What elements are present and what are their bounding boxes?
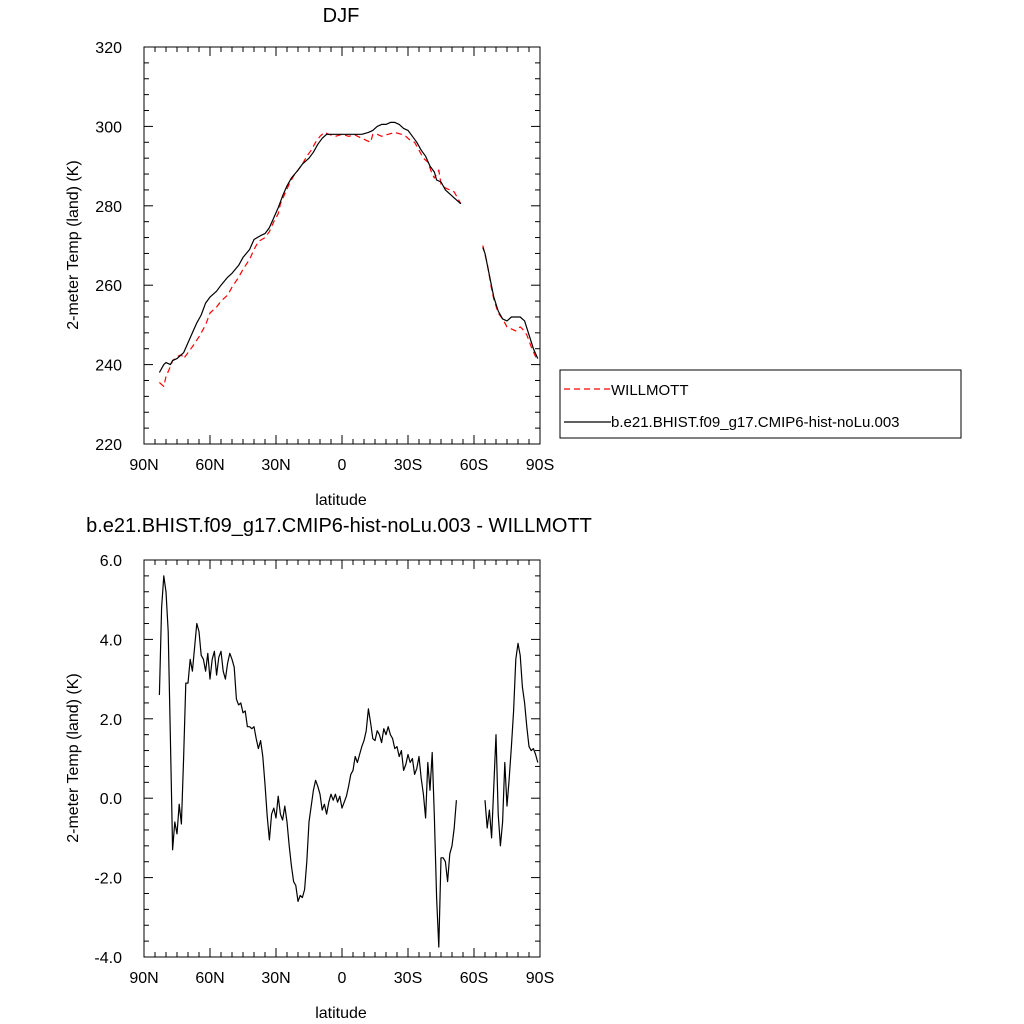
plot-frame: [143, 46, 541, 445]
x-tick-label: 30N: [261, 457, 290, 474]
series-lines: [158, 121, 539, 387]
legend-box: [559, 369, 962, 439]
x-axis-label: latitude: [315, 1005, 367, 1022]
legend-label-willmott: WILLMOTT: [611, 382, 689, 399]
series-line-1: [482, 247, 539, 359]
series-lines: [158, 575, 539, 948]
y-tick-label: 280: [95, 199, 122, 216]
series-line-0: [484, 642, 539, 847]
series-line-0: [158, 575, 457, 948]
x-axis-label: latitude: [315, 492, 367, 509]
chart-title: DJF: [323, 5, 360, 27]
x-tick-label: 0: [338, 970, 347, 987]
series-line-1: [158, 121, 462, 373]
legend-label-model: b.e21.BHIST.f09_g17.CMIP6-hist-noLu.003: [611, 414, 900, 431]
y-tick-label: 300: [95, 119, 122, 136]
x-tick-label: 90N: [129, 970, 158, 987]
legend: WILLMOTT b.e21.BHIST.f09_g17.CMIP6-hist-…: [559, 369, 962, 439]
x-tick-label: 30S: [394, 457, 422, 474]
x-tick-label: 60N: [195, 970, 224, 987]
y-tick-label: 320: [95, 40, 122, 57]
y-tick-label: 220: [95, 437, 122, 454]
y-tick-label: -4.0: [94, 950, 122, 967]
y-axis-label: 2-meter Temp (land) (K): [65, 160, 82, 330]
y-tick-label: -2.0: [94, 871, 122, 888]
y-tick-label: 6.0: [100, 553, 122, 570]
axis-ticks: 90N 60N 30N 0 30S 60S 90S -4.0 -2.0 0.0 2.0 4.0 6.0: [94, 553, 554, 987]
series-line-0: [482, 245, 539, 361]
y-tick-label: 260: [95, 278, 122, 295]
x-tick-label: 60N: [195, 457, 224, 474]
djf-temperature-panel: DJF 90N 60N 30N 0 30S 60S 90S 220 240 260 280 300 32…: [65, 5, 962, 509]
y-axis-label: 2-meter Temp (land) (K): [65, 673, 82, 843]
difference-panel: b.e21.BHIST.f09_g17.CMIP6-hist-noLu.003 …: [65, 515, 592, 1022]
x-tick-label: 30S: [394, 970, 422, 987]
x-tick-label: 0: [338, 457, 347, 474]
y-tick-label: 2.0: [100, 712, 122, 729]
x-tick-label: 60S: [460, 970, 488, 987]
y-tick-label: 0.0: [100, 791, 122, 808]
x-tick-label: 90S: [526, 970, 554, 987]
chart-title: b.e21.BHIST.f09_g17.CMIP6-hist-noLu.003 …: [86, 515, 592, 537]
axis-ticks: 90N 60N 30N 0 30S 60S 90S 220 240 260 280 300 320: [95, 40, 554, 474]
x-tick-label: 90S: [526, 457, 554, 474]
y-tick-label: 240: [95, 358, 122, 375]
series-line-0: [159, 131, 462, 387]
x-tick-label: 90N: [129, 457, 158, 474]
plot-frame: [143, 559, 541, 958]
y-tick-label: 4.0: [100, 632, 122, 649]
x-tick-label: 30N: [261, 970, 290, 987]
x-tick-label: 60S: [460, 457, 488, 474]
